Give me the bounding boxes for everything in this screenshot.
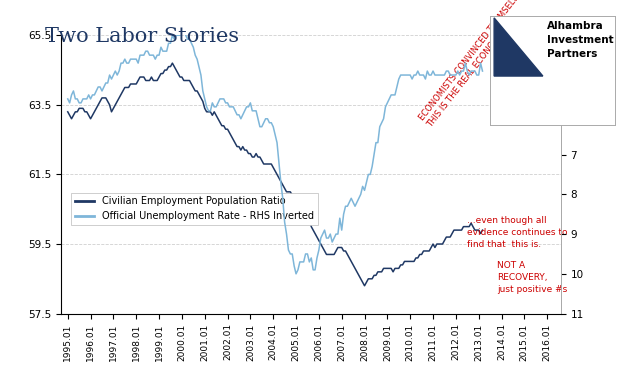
Text: NOT A
RECOVERY,
just positive #s: NOT A RECOVERY, just positive #s <box>497 261 567 294</box>
Polygon shape <box>494 18 543 76</box>
Text: ...even though all
evidence continues to
find that  this is.: ...even though all evidence continues to… <box>467 216 568 249</box>
Legend: Civilian Employment Population Ratio, Official Unemployment Rate - RHS Inverted: Civilian Employment Population Ratio, Of… <box>71 192 318 225</box>
Text: ECONOMISTS CONVINCED THEMSELVES
THIS IS THE REAL ECONOMY...: ECONOMISTS CONVINCED THEMSELVES THIS IS … <box>417 0 535 129</box>
Text: Two Labor Stories: Two Labor Stories <box>45 27 239 46</box>
Text: Alhambra
Investment
Partners: Alhambra Investment Partners <box>547 21 613 59</box>
